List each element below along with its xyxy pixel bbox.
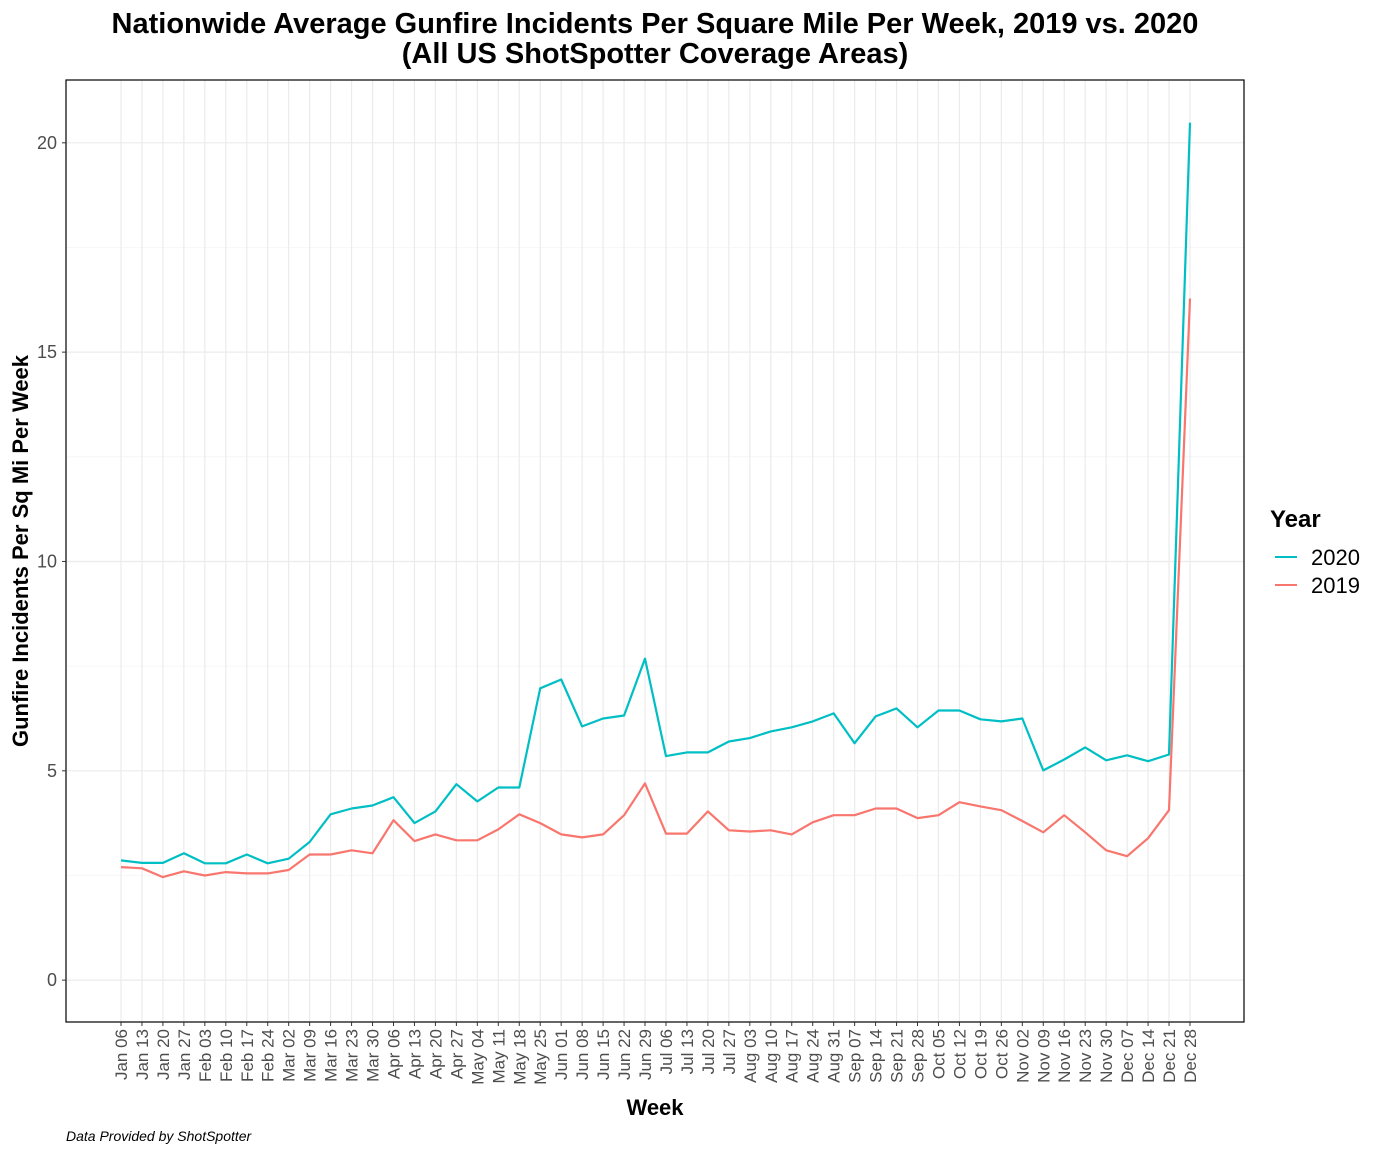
x-tick-label: May 25 bbox=[531, 1029, 550, 1085]
x-tick-label: Jan 06 bbox=[112, 1029, 131, 1080]
legend-label-2019: 2019 bbox=[1311, 573, 1360, 598]
x-tick-label: Jul 06 bbox=[657, 1029, 676, 1074]
x-tick-label: Nov 23 bbox=[1076, 1029, 1095, 1083]
x-tick-label: Aug 03 bbox=[741, 1029, 760, 1083]
y-tick-label: 5 bbox=[47, 761, 57, 781]
gridlines bbox=[66, 80, 1244, 1022]
x-tick-label: Mar 30 bbox=[364, 1029, 383, 1082]
x-tick-label: Jan 27 bbox=[175, 1029, 194, 1080]
chart-subtitle: (All US ShotSpotter Coverage Areas) bbox=[402, 38, 909, 70]
legend-label-2020: 2020 bbox=[1311, 545, 1360, 570]
x-axis-label: Week bbox=[626, 1095, 684, 1120]
x-tick-label: Mar 09 bbox=[301, 1029, 320, 1082]
x-tick-label: Nov 16 bbox=[1055, 1029, 1074, 1083]
chart-title: Nationwide Average Gunfire Incidents Per… bbox=[112, 8, 1199, 40]
x-tick-label: Dec 21 bbox=[1160, 1029, 1179, 1083]
x-tick-label: Apr 13 bbox=[405, 1029, 424, 1079]
series-lines bbox=[120, 122, 1192, 879]
x-tick-label: Apr 06 bbox=[384, 1029, 403, 1079]
x-tick-label: Jun 15 bbox=[594, 1029, 613, 1080]
y-tick-label: 0 bbox=[47, 970, 57, 990]
x-tick-label: Jun 29 bbox=[636, 1029, 655, 1080]
x-tick-label: Feb 24 bbox=[259, 1029, 278, 1082]
x-tick-label: Nov 02 bbox=[1013, 1029, 1032, 1083]
x-tick-label: Apr 27 bbox=[447, 1029, 466, 1079]
x-tick-label: Feb 03 bbox=[196, 1029, 215, 1082]
x-axis-ticks: Jan 06 Jan 13 Jan 20 Jan 27 Feb 03 Feb 10 Feb … bbox=[112, 1022, 1200, 1085]
y-axis-label: Gunfire Incidents Per Sq Mi Per Week bbox=[8, 354, 33, 747]
x-tick-label: Nov 30 bbox=[1097, 1029, 1116, 1083]
caption: Data Provided by ShotSpotter bbox=[66, 1128, 253, 1144]
x-tick-label: Aug 31 bbox=[825, 1029, 844, 1083]
x-tick-label: Mar 23 bbox=[343, 1029, 362, 1082]
x-tick-label: Jun 08 bbox=[573, 1029, 592, 1080]
x-tick-label: Aug 17 bbox=[783, 1029, 802, 1083]
x-tick-label: Jul 13 bbox=[678, 1029, 697, 1074]
y-tick-label: 15 bbox=[37, 342, 57, 362]
x-tick-label: Nov 09 bbox=[1034, 1029, 1053, 1083]
x-tick-label: Oct 05 bbox=[929, 1029, 948, 1079]
y-tick-label: 20 bbox=[37, 133, 57, 153]
x-tick-label: Jul 27 bbox=[720, 1029, 739, 1074]
x-tick-label: Mar 16 bbox=[322, 1029, 341, 1082]
x-tick-label: Sep 07 bbox=[846, 1029, 865, 1083]
y-tick-label: 10 bbox=[37, 551, 57, 571]
x-tick-label: Dec 07 bbox=[1118, 1029, 1137, 1083]
legend-title: Year bbox=[1270, 506, 1321, 533]
x-tick-label: Dec 28 bbox=[1181, 1029, 1200, 1083]
legend: Year 2020 2019 bbox=[1270, 506, 1360, 598]
x-tick-label: Oct 12 bbox=[950, 1029, 969, 1079]
x-tick-label: Jun 01 bbox=[552, 1029, 571, 1080]
x-tick-label: Mar 02 bbox=[280, 1029, 299, 1082]
x-tick-label: Feb 17 bbox=[238, 1029, 257, 1082]
x-tick-label: Jan 20 bbox=[154, 1029, 173, 1080]
x-tick-label: Sep 14 bbox=[867, 1029, 886, 1083]
x-tick-label: Sep 28 bbox=[909, 1029, 928, 1083]
plot-border bbox=[65, 79, 1245, 1023]
x-tick-label: Jun 22 bbox=[615, 1029, 634, 1080]
series-line-2019 bbox=[120, 298, 1192, 879]
x-tick-label: Jul 20 bbox=[699, 1029, 718, 1074]
x-tick-label: Aug 10 bbox=[762, 1029, 781, 1083]
x-tick-label: Feb 10 bbox=[217, 1029, 236, 1082]
x-tick-label: Apr 20 bbox=[426, 1029, 445, 1079]
x-tick-label: Jan 13 bbox=[133, 1029, 152, 1080]
x-tick-label: May 11 bbox=[489, 1029, 508, 1084]
y-axis-ticks: 0 5 10 15 20 bbox=[37, 133, 66, 990]
x-tick-label: May 04 bbox=[468, 1029, 487, 1085]
x-tick-label: Oct 26 bbox=[992, 1029, 1011, 1079]
x-tick-label: Oct 19 bbox=[971, 1029, 990, 1079]
series-line-2020 bbox=[120, 122, 1192, 865]
x-tick-label: Sep 21 bbox=[888, 1029, 907, 1083]
x-tick-label: Dec 14 bbox=[1139, 1029, 1158, 1083]
x-tick-label: Aug 24 bbox=[804, 1029, 823, 1083]
x-tick-label: May 18 bbox=[510, 1029, 529, 1085]
